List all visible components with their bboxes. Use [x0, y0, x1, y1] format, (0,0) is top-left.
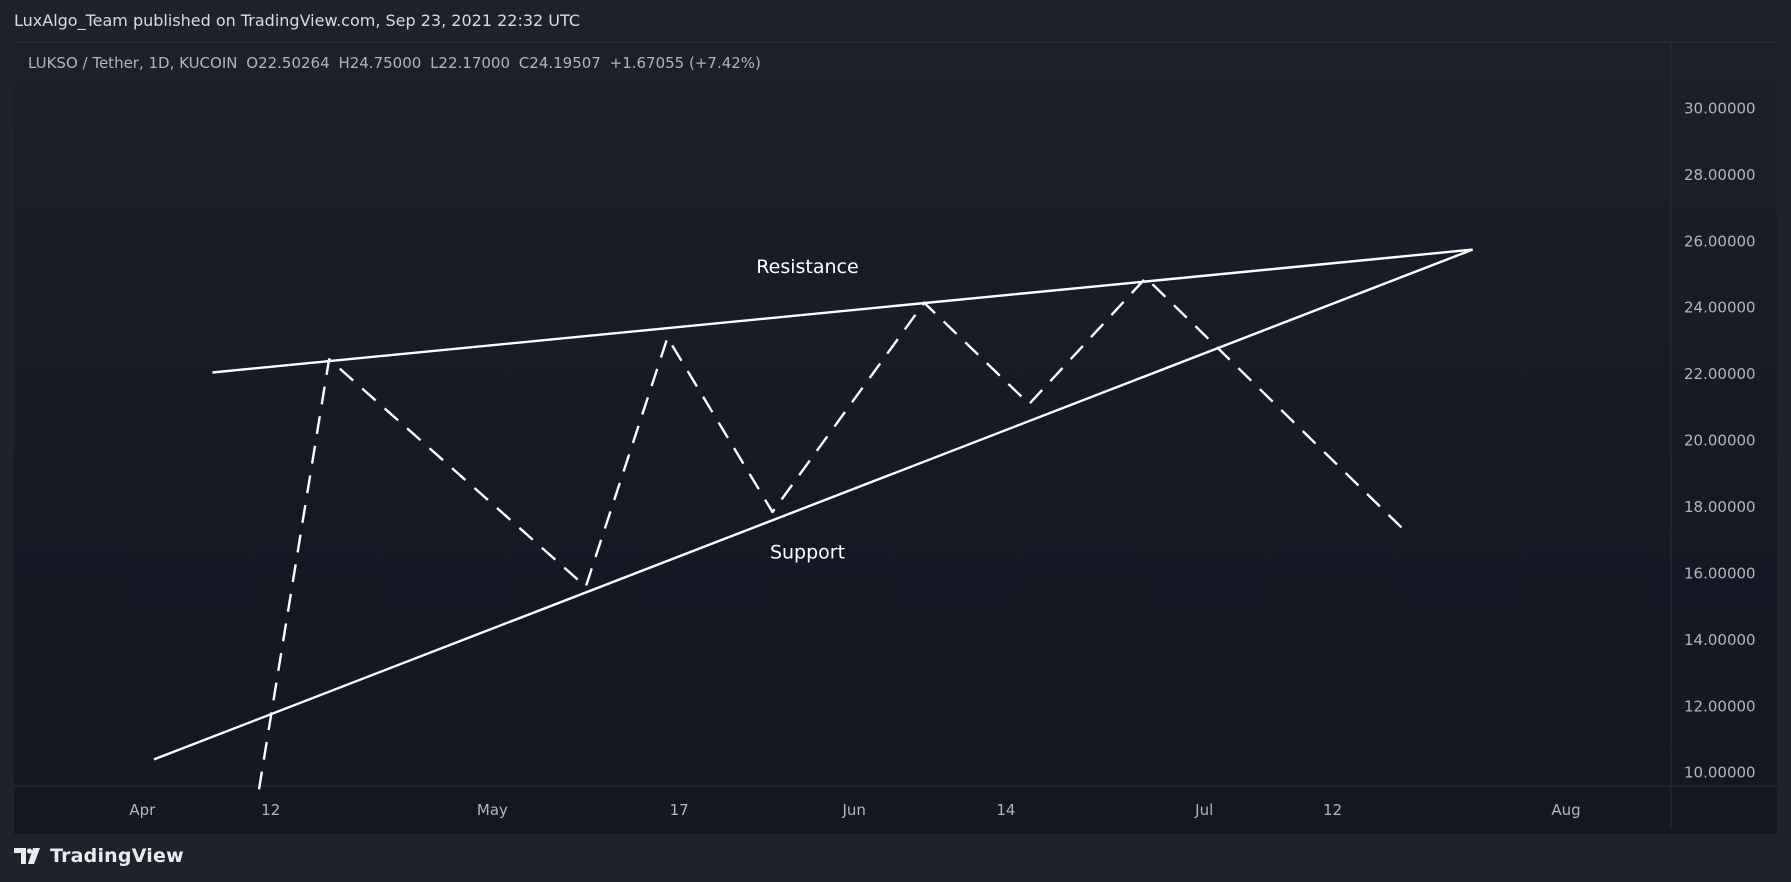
ohlc-low: L22.17000 [430, 54, 511, 72]
price-path-dashed[interactable] [257, 276, 1404, 790]
publisher-bar: LuxAlgo_Team published on TradingView.co… [0, 0, 1791, 42]
chart-panel[interactable] [14, 42, 1777, 834]
time-tick-label: Jun [841, 801, 865, 819]
price-tick-label: 16.00000 [1684, 564, 1756, 582]
ohlc-open: O22.50264 [246, 54, 330, 72]
drawings-layer [153, 248, 1474, 790]
annotation-layer: Resistance Support [756, 256, 858, 564]
price-tick-label: 22.00000 [1684, 365, 1756, 383]
ohlc-high: H24.75000 [338, 54, 422, 72]
symbol-name[interactable]: LUKSO / Tether, 1D, KUCOIN [28, 54, 238, 72]
support-trendline[interactable] [153, 248, 1474, 761]
price-tick-label: 28.00000 [1684, 166, 1756, 184]
price-tick-label: 26.00000 [1684, 232, 1756, 250]
symbol-legend: LUKSO / Tether, 1D, KUCOIN O22.50264 H24… [28, 54, 765, 72]
time-tick-label: Apr [129, 801, 156, 819]
resistance-trendline[interactable] [212, 248, 1473, 374]
price-tick-label: 12.00000 [1684, 697, 1756, 715]
time-tick-label: 12 [261, 801, 280, 819]
tradingview-brand-text: TradingView [50, 845, 184, 867]
time-axis[interactable]: Apr 12 May 17 Jun 14 Jul 12 Aug [129, 801, 1580, 819]
price-tick-label: 10.00000 [1684, 764, 1756, 782]
tradingview-branding[interactable]: TradingView [14, 843, 184, 869]
time-tick-label: May [477, 801, 508, 819]
time-tick-label: Aug [1551, 801, 1580, 819]
resistance-label: Resistance [756, 256, 858, 278]
ohlc-close: C24.19507 [518, 54, 601, 72]
price-tick-label: 18.00000 [1684, 498, 1756, 516]
price-tick-label: 24.00000 [1684, 299, 1756, 317]
time-tick-label: 12 [1323, 801, 1342, 819]
support-label: Support [770, 541, 845, 563]
price-tick-label: 14.00000 [1684, 631, 1756, 649]
time-tick-label: 14 [996, 801, 1015, 819]
time-tick-label: Jul [1194, 801, 1213, 819]
time-tick-label: 17 [670, 801, 689, 819]
price-tick-label: 30.00000 [1684, 99, 1756, 117]
price-axis[interactable]: 10.00000 12.00000 14.00000 16.00000 18.00000… [1684, 99, 1756, 781]
publisher-line: LuxAlgo_Team published on TradingView.co… [14, 11, 580, 30]
price-tick-label: 20.00000 [1684, 432, 1756, 450]
tradingview-logo-icon [14, 848, 40, 864]
price-change: +1.67055 (+7.42%) [609, 54, 761, 72]
